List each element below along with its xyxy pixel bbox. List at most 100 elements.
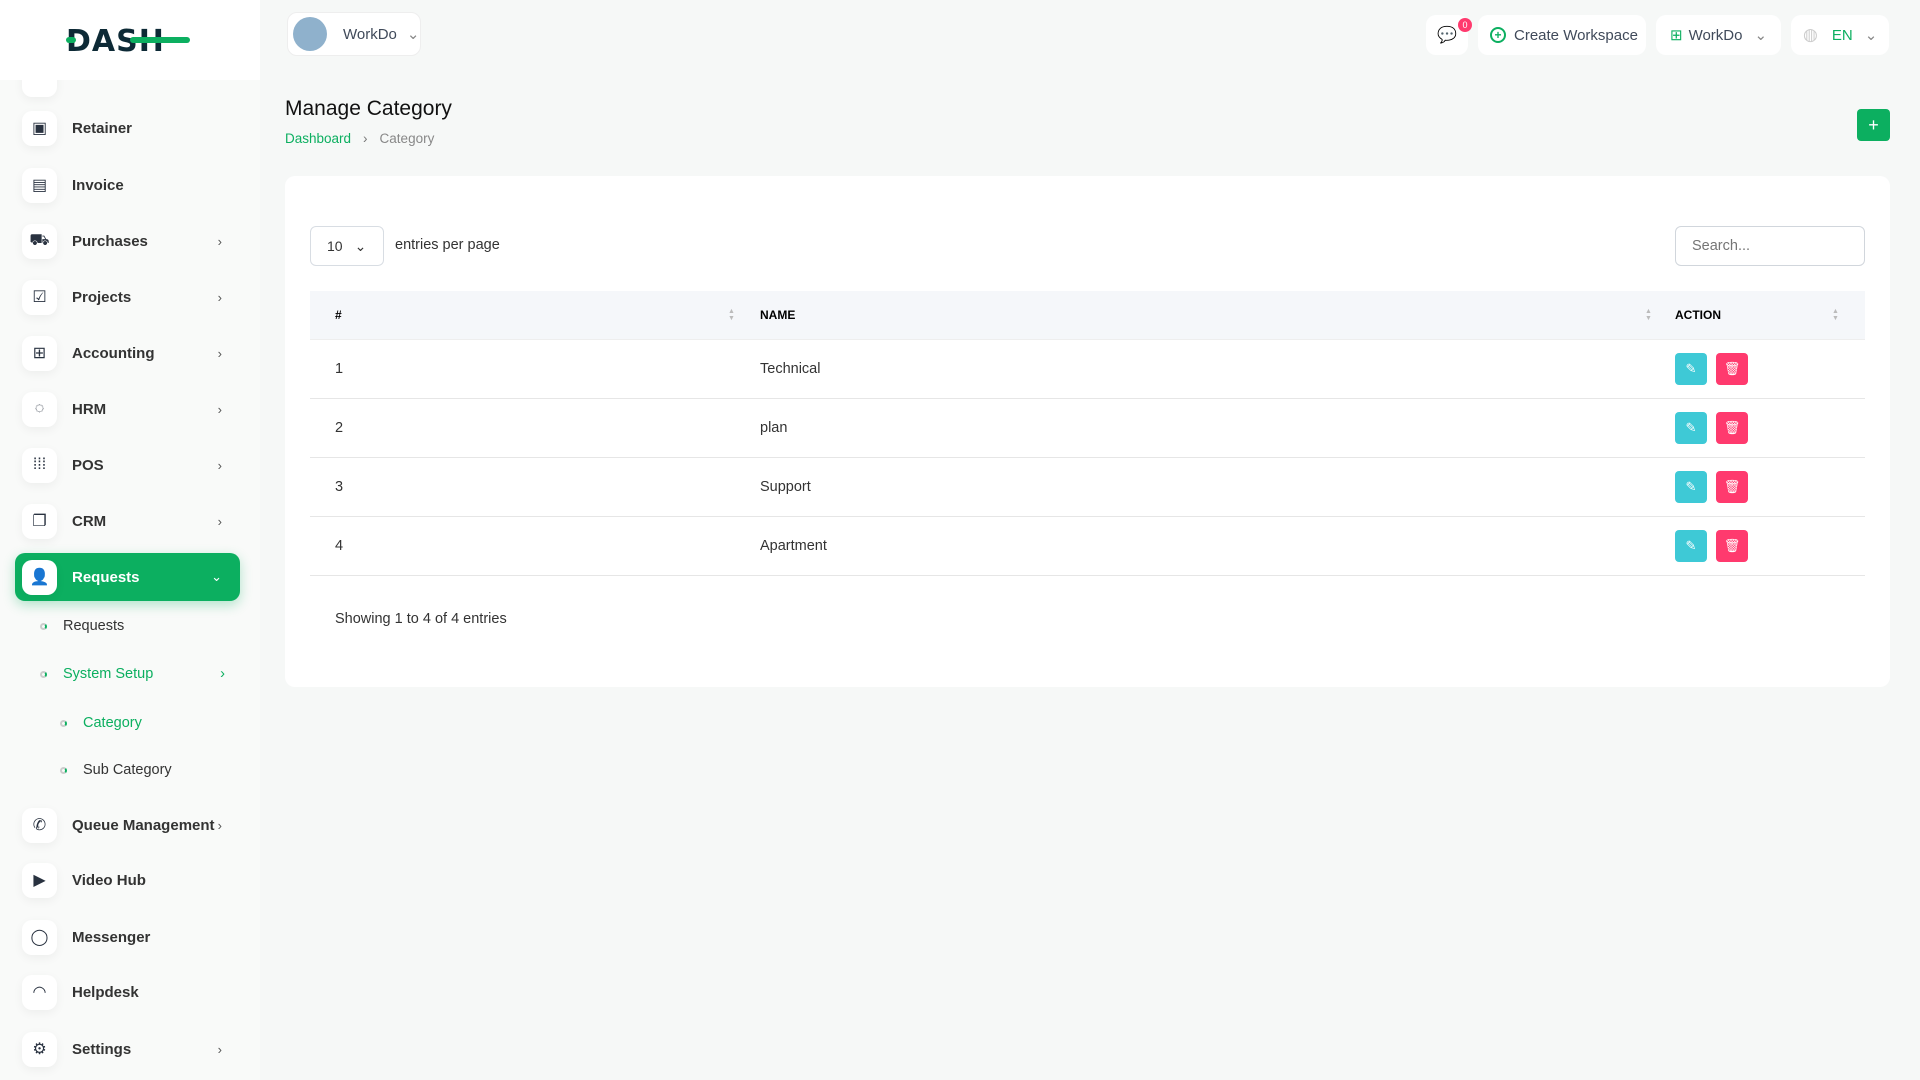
bullet-icon [40,622,47,630]
per-page-value: 10 [327,238,343,254]
trash-icon: 🗑 [1723,361,1741,376]
edit-button[interactable]: ✎ [1675,471,1707,503]
submenu-sub-category[interactable]: Sub Category [60,762,172,778]
chevron-down-icon: ⌄ [406,26,420,43]
plus-circle-icon: + [1490,27,1506,43]
chat-icon: 💬 [1437,27,1457,44]
search-input[interactable] [1675,226,1865,266]
sidebar-item-projects[interactable]: ☑ Projects › [15,273,240,321]
sidebar-item-accounting[interactable]: ⊞ Accounting › [15,329,240,377]
delete-button[interactable]: 🗑 [1716,471,1748,503]
language-dropdown[interactable]: ◍ EN ⌄ [1791,15,1889,55]
page-title: Manage Category [285,97,452,120]
label: Invoice [72,176,124,194]
sidebar-item-requests[interactable]: 👤 Requests ⌄ [15,553,240,601]
row-number: 2 [335,420,344,436]
header-action[interactable]: ACTION [1675,308,1721,322]
trash-icon: 🗑 [1723,538,1741,553]
pencil-icon: ✎ [1685,420,1697,435]
row-name: Support [760,479,811,495]
sidebar-item-retainer[interactable]: ▣ Retainer [15,104,240,152]
sidebar-item-crm[interactable]: ❐ CRM › [15,497,240,545]
breadcrumb-category: Category [379,131,435,146]
label: Queue Management [72,816,215,834]
delete-button[interactable]: 🗑 [1716,530,1748,562]
sidebar-item-helpdesk[interactable]: ◠ Helpdesk [15,968,240,1016]
chevron-down-icon: ⌄ [1864,27,1878,44]
header-name[interactable]: NAME [760,308,796,322]
bullet-icon [60,719,67,727]
delete-button[interactable]: 🗑 [1716,353,1748,385]
globe-icon: ◍ [1803,25,1818,44]
breadcrumb: Dashboard › Category [285,131,434,146]
label: Projects [72,288,132,306]
sidebar-item-purchases[interactable]: ⛟ Purchases › [15,217,240,265]
label: HRM [72,400,107,418]
sidebar-item-invoice[interactable]: ▤ Invoice [15,161,240,209]
building-icon [293,17,327,51]
table-info: Showing 1 to 4 of 4 entries [335,611,507,627]
row-number: 3 [335,479,344,495]
header-number[interactable]: # [335,308,342,322]
label: Requests [63,618,125,634]
label: Purchases [72,232,148,250]
submenu-requests[interactable]: Requests [40,618,124,634]
submenu-category[interactable]: Category [60,715,142,731]
sort-icon[interactable]: ▲ ▼ [1832,308,1839,322]
edit-button[interactable]: ✎ [1675,530,1707,562]
per-page-select[interactable]: 10 ⌄ [310,226,384,266]
chevron-right-icon: › [217,289,222,305]
add-category-button[interactable]: + [1857,109,1890,141]
sidebar-item-queue-management[interactable]: ✆ Queue Management › [15,801,240,849]
row-number: 4 [335,538,344,554]
chevron-right-icon: › [217,1041,222,1057]
sort-icon[interactable]: ▲ ▼ [1645,308,1652,322]
workspace-name: WorkDo [343,25,397,43]
per-page-label: entries per page [395,237,500,253]
notification-badge: 0 [1458,18,1472,32]
chevron-right-icon: › [217,457,222,473]
category-card: 10 ⌄ entries per page # ▲▼ NAME ▲▼ ACTIO… [285,176,1890,687]
breadcrumb-dashboard[interactable]: Dashboard [285,131,352,146]
sidebar-item-messenger[interactable]: ◯ Messenger [15,913,240,961]
label: Requests [72,568,140,586]
chevron-down-icon: ⌄ [354,237,367,254]
delete-button[interactable]: 🗑 [1716,412,1748,444]
sort-icon[interactable]: ▲ ▼ [728,308,735,322]
messages-button[interactable]: 💬 0 [1426,15,1472,55]
chevron-right-icon: › [220,666,225,682]
table-row: 3 Support ✎ 🗑 [310,458,1865,517]
edit-button[interactable]: ✎ [1675,412,1707,444]
bullet-icon [60,766,67,774]
sidebar-item-pos[interactable]: ⁞⁞⁞ POS › [15,441,240,489]
apps-icon: ⊞ [1670,27,1683,44]
bullet-icon [40,670,47,678]
sidebar-item-settings[interactable]: ⚙ Settings › [15,1025,240,1073]
workdo-dropdown[interactable]: ⊞ WorkDo ⌄ [1656,15,1781,55]
submenu-system-setup[interactable]: System Setup › [40,666,225,682]
user-plus-icon: 👤 [22,559,57,595]
edit-button[interactable]: ✎ [1675,353,1707,385]
sidebar-item-hrm[interactable]: ◌ HRM › [15,385,240,433]
table-row: 1 Technical ✎ 🗑 [310,340,1865,399]
table-row: 4 Apartment ✎ 🗑 [310,517,1865,576]
chevron-right-icon: › [217,233,222,249]
save-icon: ▣ [22,110,57,146]
logo[interactable]: DASH [0,0,260,80]
workspace-switcher[interactable]: WorkDo ⌄ [287,12,421,56]
layers-icon: ❐ [22,503,57,539]
phone-icon: ✆ [22,807,57,843]
label: CRM [72,512,107,530]
row-number: 1 [335,361,344,377]
row-name: plan [760,420,788,436]
label: Settings [72,1040,132,1058]
label: Helpdesk [72,983,139,1001]
grid-plus-icon: ⊞ [22,335,57,371]
table-row: 2 plan ✎ 🗑 [310,399,1865,458]
label: Category [83,715,142,731]
label: Sub Category [83,762,172,778]
sidebar-item-video-hub[interactable]: ▶ Video Hub [15,856,240,904]
create-workspace-button[interactable]: + Create Workspace [1478,15,1646,55]
chevron-right-icon: › [363,131,368,146]
trash-icon: 🗑 [1723,420,1741,435]
